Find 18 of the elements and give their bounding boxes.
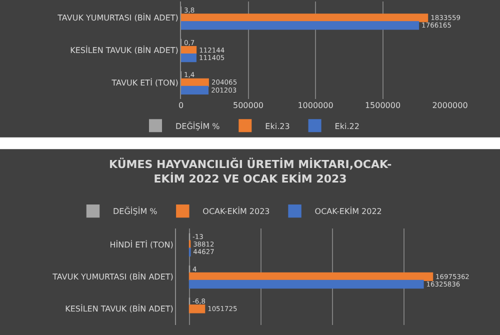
- legend-label: DEĞİŞİM %: [176, 120, 220, 131]
- x-tick-label: 1000000: [298, 100, 334, 110]
- legend-label: Eki.22: [334, 122, 360, 131]
- y-tick-label: TAVUK ETİ (TON): [110, 77, 178, 88]
- y-tick-label: HİNDİ ETİ (TON): [110, 239, 174, 250]
- legend-label: OCAK-EKİM 2023: [202, 206, 270, 216]
- x-tick-label: 500000: [232, 100, 264, 110]
- legend-label: DEĞİŞİM %: [113, 206, 158, 216]
- legend-label: Eki.23: [265, 122, 290, 131]
- x-tick-label: 1500000: [364, 100, 401, 110]
- x-tick-label: 0: [178, 100, 184, 110]
- y-tick-label: TAVUK YUMURTASI (BİN ADET): [52, 272, 174, 282]
- y-tick-label: KESİLEN TAVUK (BİN ADET): [65, 304, 174, 314]
- y-tick-label: TAVUK YUMURTASI (BİN ADET): [56, 12, 178, 23]
- y-tick-label: KESİLEN TAVUK (BİN ADET): [70, 45, 178, 56]
- legend-label: OCAK-EKİM 2022: [314, 206, 382, 216]
- x-tick-label: 2000000: [432, 100, 468, 110]
- chart-title: KÜMES HAYVANCILIĞI ÜRETİM MİKTARI,OCAK-EKİM 2022 VE OCAK EKİM 2023: [109, 157, 392, 186]
